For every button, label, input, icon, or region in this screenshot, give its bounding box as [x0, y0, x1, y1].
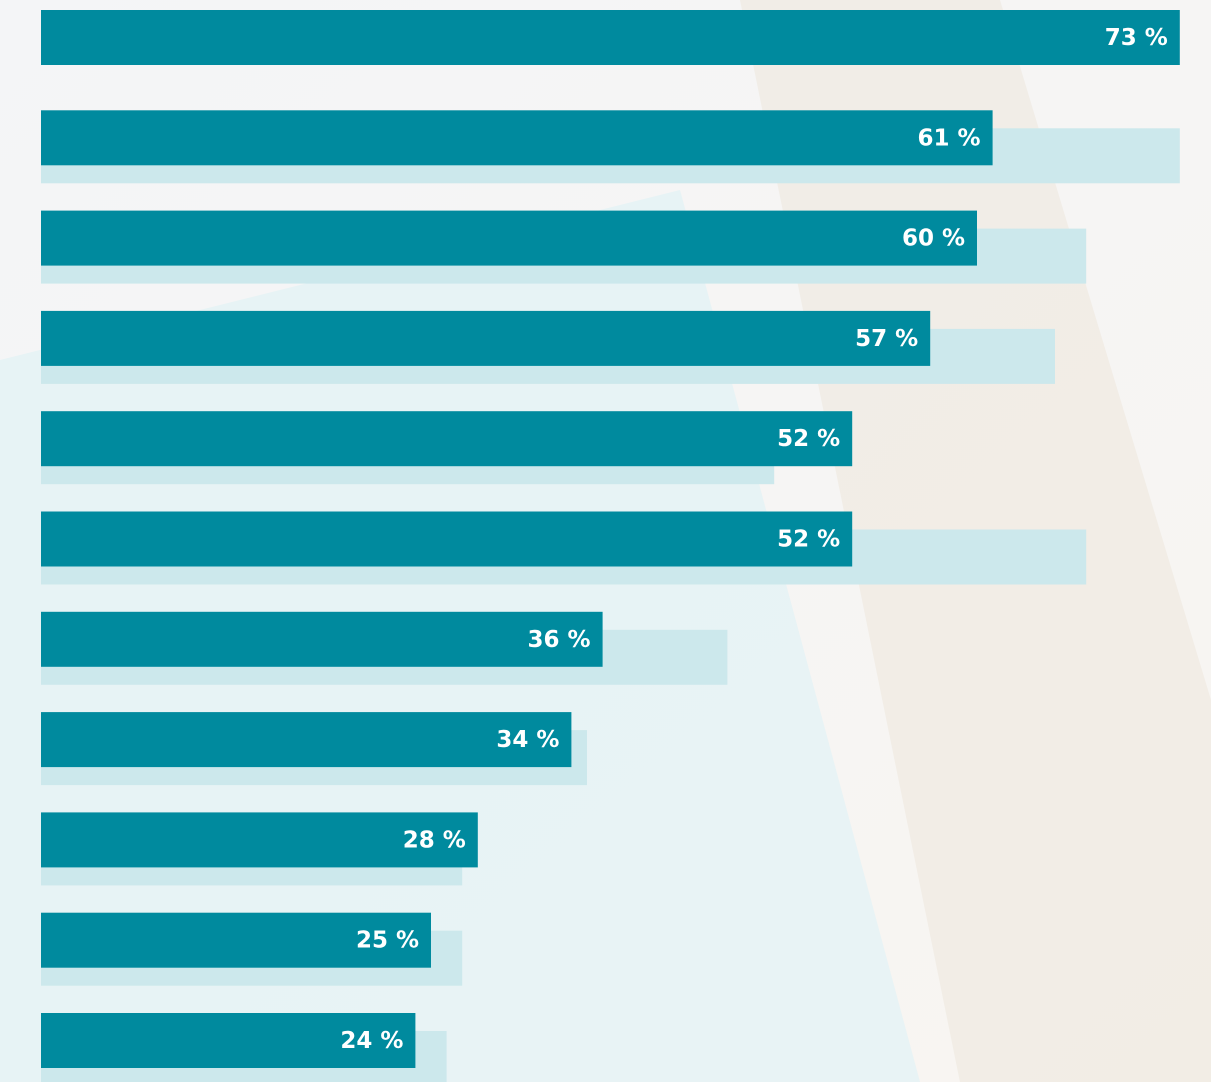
value-label: 25 % — [356, 928, 419, 954]
bar — [41, 211, 977, 266]
chart: 73 % 61 % 60 % 57 % 52 % 52 % 36 % 34 % 28 % 25 %… — [0, 0, 1211, 1082]
value-label: 57 % — [855, 326, 918, 352]
bar — [41, 311, 930, 366]
bar — [41, 712, 571, 767]
bar — [41, 411, 852, 466]
value-label: 52 % — [777, 426, 840, 452]
bar — [41, 612, 603, 667]
value-label: 73 % — [1105, 25, 1168, 51]
value-label: 60 % — [902, 226, 965, 252]
value-label: 61 % — [918, 125, 981, 151]
bar — [41, 512, 852, 567]
value-label: 24 % — [340, 1028, 403, 1054]
value-label: 36 % — [528, 627, 591, 653]
bar — [41, 10, 1180, 65]
value-label: 28 % — [403, 827, 466, 853]
value-label: 34 % — [496, 727, 559, 753]
value-label: 52 % — [777, 527, 840, 553]
bar — [41, 110, 993, 165]
